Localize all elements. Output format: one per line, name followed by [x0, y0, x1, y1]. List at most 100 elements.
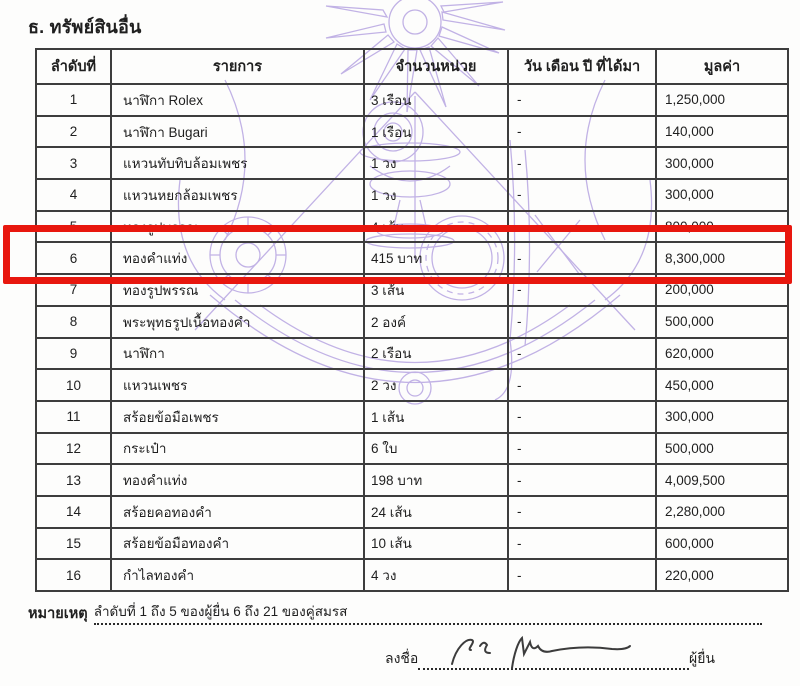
asset-table: ลำดับที่ รายการ จำนวนหน่วย วัน เดือน ปี …	[35, 48, 789, 592]
cell-item: นาฬิกา	[110, 336, 365, 371]
table-row: 4 แหวนหยกล้อมเพชร 1 วง -300,000	[35, 178, 789, 212]
cell-date: -	[507, 114, 657, 149]
table-row: 7 ทองรูปพรรณ 3 เส้น -200,000	[35, 273, 789, 307]
cell-no: 10	[35, 368, 112, 402]
cell-no: 8	[35, 304, 112, 339]
cell-item: สร้อยข้อมือทองคำ	[110, 526, 365, 561]
page-title: ธ. ทรัพย์สินอื่น	[28, 17, 142, 37]
cell-item: นาฬิกา Rolex	[110, 83, 365, 117]
col-header-item: รายการ	[110, 48, 365, 85]
cell-qty: 10 เส้น	[363, 526, 509, 561]
cell-value: 140,000	[655, 114, 789, 149]
cell-date: -	[507, 558, 657, 592]
table-row: 11 สร้อยข้อมือเพชร 1 เส้น -300,000	[35, 399, 789, 434]
cell-value: 500,000	[655, 431, 789, 466]
cell-no: 15	[35, 526, 112, 561]
col-header-index: ลำดับที่	[35, 48, 112, 85]
cell-no: 4	[35, 178, 112, 212]
cell-item: ทองรูปพรรณ	[110, 273, 365, 307]
cell-qty: 3 เส้น	[363, 273, 509, 307]
table-row: 16 กำไลทองคำ 4 วง -220,000	[35, 558, 789, 592]
cell-date: -	[507, 146, 657, 181]
cell-value: 8,300,000	[655, 241, 789, 276]
cell-value: 620,000	[655, 336, 789, 371]
cell-no: 12	[35, 431, 112, 466]
cell-value: 800,000	[655, 209, 789, 244]
cell-qty: 1 วง	[363, 146, 509, 181]
cell-no: 5	[35, 209, 112, 244]
cell-item: แหวนหยกล้อมเพชร	[110, 178, 365, 212]
cell-qty: 1 เส้น	[363, 399, 509, 434]
cell-date: -	[507, 526, 657, 561]
cell-item: ทองรูปพรรณ	[110, 209, 365, 244]
cell-qty: 2 วง	[363, 368, 509, 402]
cell-item: กระเป๋า	[110, 431, 365, 466]
cell-qty: 4 วง	[363, 558, 509, 592]
cell-qty: 6 ใบ	[363, 431, 509, 466]
cell-item: แหวนเพชร	[110, 368, 365, 402]
cell-no: 2	[35, 114, 112, 149]
cell-no: 14	[35, 494, 112, 529]
cell-no: 7	[35, 273, 112, 307]
cell-qty: 3 เรือน	[363, 83, 509, 117]
cell-qty: 4 เส้น	[363, 209, 509, 244]
cell-qty: 2 เรือน	[363, 336, 509, 371]
cell-item: ทองคำแท่ง	[110, 241, 365, 276]
cell-item: นาฬิกา Bugari	[110, 114, 365, 149]
cell-date: -	[507, 463, 657, 497]
cell-item: แหวนทับทิบล้อมเพชร	[110, 146, 365, 181]
cell-date: -	[507, 399, 657, 434]
cell-item: สร้อยข้อมือเพชร	[110, 399, 365, 434]
table-row: 15 สร้อยข้อมือทองคำ 10 เส้น -600,000	[35, 526, 789, 561]
table-row: 14 สร้อยคอทองคำ 24 เส้น -2,280,000	[35, 494, 789, 529]
cell-date: -	[507, 431, 657, 466]
cell-no: 13	[35, 463, 112, 497]
cell-date: -	[507, 83, 657, 117]
cell-qty: 1 วง	[363, 178, 509, 212]
cell-date: -	[507, 178, 657, 212]
table-row: 10 แหวนเพชร 2 วง -450,000	[35, 368, 789, 402]
cell-item: กำไลทองคำ	[110, 558, 365, 592]
cell-date: -	[507, 304, 657, 339]
cell-value: 200,000	[655, 273, 789, 307]
cell-no: 3	[35, 146, 112, 181]
cell-item: ทองคำแท่ง	[110, 463, 365, 497]
signature-dotted-line	[418, 652, 690, 670]
signature-suffix-label: ผู้ยื่น	[689, 650, 715, 666]
cell-value: 450,000	[655, 368, 789, 402]
cell-no: 11	[35, 399, 112, 434]
cell-value: 2,280,000	[655, 494, 789, 529]
cell-value: 300,000	[655, 146, 789, 181]
table-row: 9 นาฬิกา 2 เรือน -620,000	[35, 336, 789, 371]
table-row: 3 แหวนทับทิบล้อมเพชร 1 วง -300,000	[35, 146, 789, 181]
cell-no: 6	[35, 241, 112, 276]
cell-no: 1	[35, 83, 112, 117]
table-row: 8 พระพุทธรูปเนื้อทองคำ 2 องค์ -500,000	[35, 304, 789, 339]
note: หมายเหตุ ลำดับที่ 1 ถึง 5 ของผู้ยื่น 6 ถ…	[28, 600, 762, 625]
cell-no: 9	[35, 336, 112, 371]
col-header-date: วัน เดือน ปี ที่ได้มา	[507, 48, 657, 85]
cell-date: -	[507, 273, 657, 307]
cell-qty: 415 บาท	[363, 241, 509, 276]
cell-value: 300,000	[655, 399, 789, 434]
cell-date: -	[507, 209, 657, 244]
table-row: 13 ทองคำแท่ง 198 บาท -4,009,500	[35, 463, 789, 497]
cell-qty: 24 เส้น	[363, 494, 509, 529]
cell-qty: 2 องค์	[363, 304, 509, 339]
cell-qty: 198 บาท	[363, 463, 509, 497]
table-row: 2 นาฬิกา Bugari 1 เรือน -140,000	[35, 114, 789, 149]
signature-prefix-label: ลงชื่อ	[385, 650, 419, 666]
table-row: 6 ทองคำแท่ง 415 บาท -8,300,000	[35, 241, 789, 276]
cell-no: 16	[35, 558, 112, 592]
table-row: 5 ทองรูปพรรณ 4 เส้น -800,000	[35, 209, 789, 244]
cell-value: 600,000	[655, 526, 789, 561]
col-header-quantity: จำนวนหน่วย	[363, 48, 509, 85]
cell-date: -	[507, 494, 657, 529]
cell-value: 220,000	[655, 558, 789, 592]
cell-value: 1,250,000	[655, 83, 789, 117]
table-row: 1 นาฬิกา Rolex 3 เรือน -1,250,000	[35, 83, 789, 117]
cell-date: -	[507, 241, 657, 276]
table-header-row: ลำดับที่ รายการ จำนวนหน่วย วัน เดือน ปี …	[35, 48, 789, 85]
note-label: หมายเหตุ	[28, 606, 88, 622]
col-header-value: มูลค่า	[655, 48, 789, 85]
